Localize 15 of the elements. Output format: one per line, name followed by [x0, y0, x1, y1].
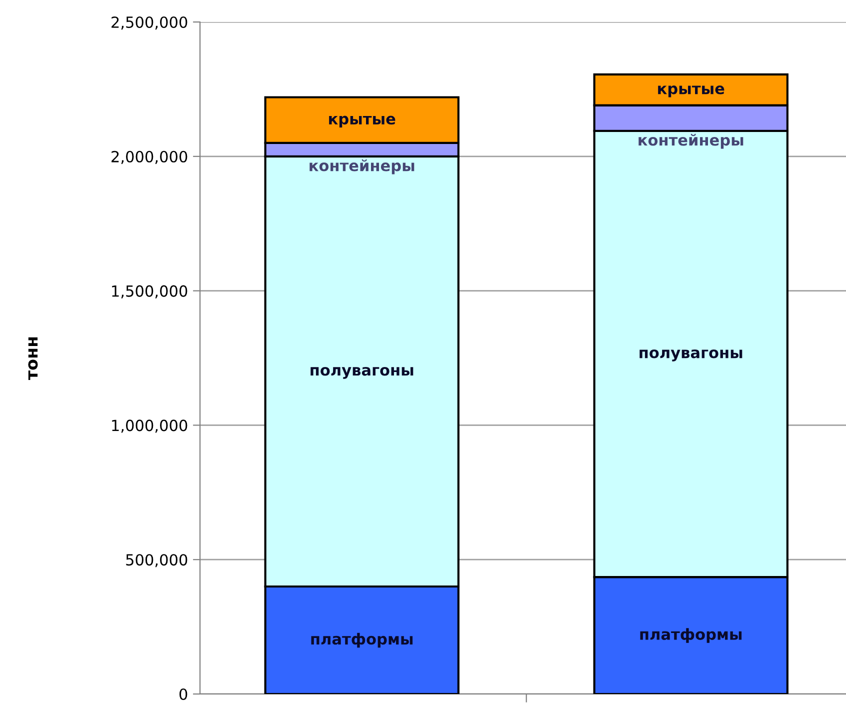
series-label: платформы	[311, 632, 413, 648]
y-tick-label: 1,500,000	[112, 285, 188, 298]
y-tick-label: 1,000,000	[112, 420, 188, 433]
text: платформы	[640, 628, 742, 643]
series-label: контейнеры	[310, 159, 414, 174]
text: крытые	[329, 116, 396, 128]
y-tick-label: 2,500,000	[112, 16, 188, 30]
series-label: полувагоны	[640, 350, 742, 362]
y-tick-label: 2,000,000	[112, 150, 188, 164]
series-label: крытые	[658, 86, 724, 98]
y-tick-label: 500,000	[126, 554, 188, 568]
y-axis-title: тонн	[28, 337, 38, 380]
text: полувагоны	[310, 366, 414, 379]
text: контейнеры	[638, 134, 744, 149]
y-tick-label: 0	[179, 688, 188, 700]
